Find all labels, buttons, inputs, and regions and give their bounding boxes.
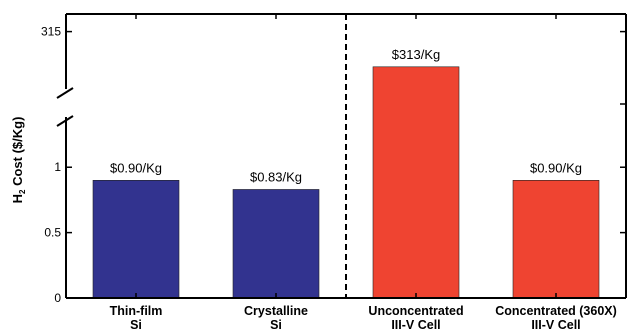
y-tick-label-lower-2: 0.5 <box>44 226 61 240</box>
y-tick-label-lower-1: 0 <box>54 291 61 305</box>
category-label-2-line-2: Si <box>270 318 282 332</box>
bar-2 <box>232 189 320 299</box>
category-label-3-line-2: III-V Cell <box>391 318 440 332</box>
plot-area: $0.90/KgThin-filmSi$0.83/KgCrystallineSi… <box>10 13 627 332</box>
data-label-1: $0.90/Kg <box>110 160 162 175</box>
axis-break-mark-top <box>56 87 74 99</box>
axis-break-mark-bottom <box>56 115 74 127</box>
category-label-4-line-1: Concentrated (360X) <box>495 304 617 318</box>
bar-1 <box>92 180 180 299</box>
category-label-4-line-2: III-V Cell <box>531 318 580 332</box>
category-label-2-line-1: Crystalline <box>244 304 308 318</box>
category-label-1-line-2: Si <box>130 318 142 332</box>
y-axis-label: H2 Cost ($/Kg) <box>10 117 27 204</box>
category-label-3-line-1: Unconcentrated <box>368 304 463 318</box>
bar-4 <box>512 180 600 299</box>
data-label-2: $0.83/Kg <box>250 169 302 184</box>
bar-3 <box>372 66 460 299</box>
y-tick-label-upper-1: 315 <box>41 25 61 39</box>
data-label-4: $0.90/Kg <box>530 160 582 175</box>
data-label-3: $313/Kg <box>392 47 440 62</box>
category-label-1-line-1: Thin-film <box>110 304 163 318</box>
y-tick-label-lower-3: 1 <box>54 160 61 174</box>
